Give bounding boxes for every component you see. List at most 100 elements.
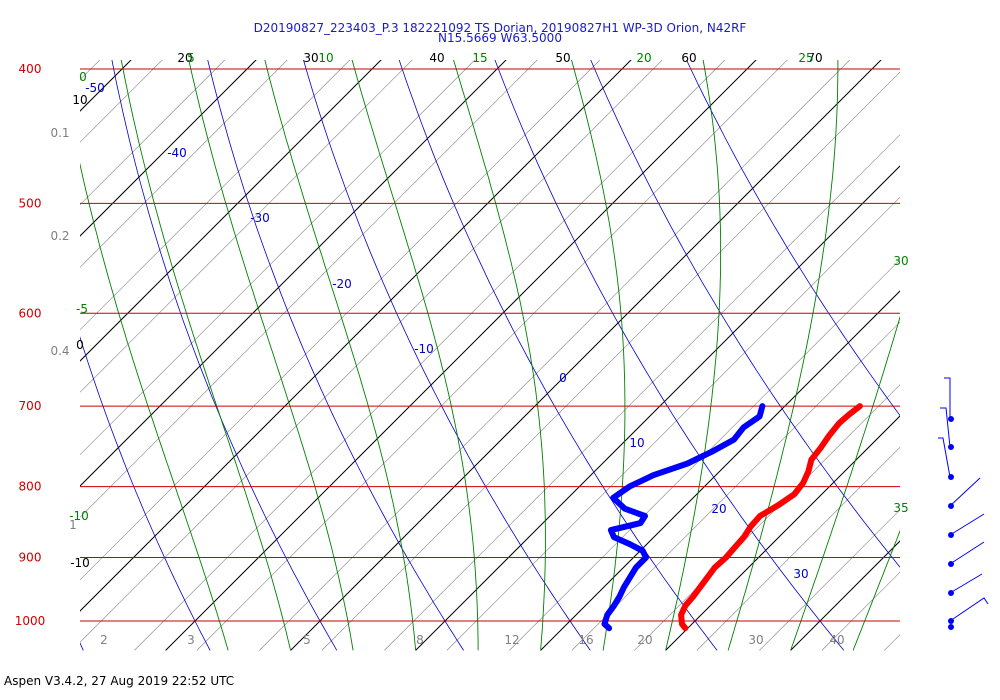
- pressure-tick-label: 400: [19, 62, 42, 76]
- moist-adiabat-label: 35: [893, 501, 908, 515]
- dry-adiabat-label: 0: [559, 371, 567, 385]
- moist-adiabat: [453, 60, 546, 651]
- moist-adiabat-label: 25: [798, 51, 813, 65]
- wind-barb: [938, 437, 951, 478]
- dry-adiabat-label: -10: [414, 342, 434, 356]
- isotherm: [790, 540, 900, 651]
- wind-barb-dot: [948, 561, 954, 567]
- wind-barb: [944, 377, 951, 419]
- temperature-tick-label: 0: [76, 338, 84, 352]
- moist-adiabat-label: 30: [893, 254, 908, 268]
- moist-adiabat: [80, 162, 229, 651]
- temperature-tick-label: -10: [70, 556, 90, 570]
- mixing-ratio-label: 1: [69, 518, 77, 532]
- wind-barb-dot: [948, 618, 954, 624]
- moist-adiabat-label: 15: [472, 51, 487, 65]
- mixing-ratio-line: [821, 571, 900, 651]
- pressure-tick-label: 500: [19, 196, 42, 210]
- isotherm: [80, 60, 257, 237]
- mixing-ratio-line: [80, 60, 601, 581]
- wind-barb: [949, 477, 981, 507]
- pressure-tick-label: 1000: [15, 614, 46, 628]
- isotherm: [540, 290, 900, 651]
- pressure-tick-label: 800: [19, 480, 42, 494]
- dry-adiabat: [207, 60, 464, 651]
- mixing-ratio-line: [80, 60, 226, 206]
- mixing-ratio-label: 12: [504, 633, 519, 647]
- pressure-tick-label: 900: [19, 551, 42, 565]
- mixing-ratio-label: 20: [637, 633, 652, 647]
- mixing-ratio-line: [80, 60, 663, 643]
- wind-barb: [949, 513, 985, 536]
- temperature-tick-label: 60: [681, 51, 696, 65]
- wind-barb: [949, 597, 989, 622]
- moist-adiabat: [852, 529, 900, 651]
- moist-adiabat: [351, 60, 479, 651]
- isotherm: [80, 60, 382, 362]
- moist-adiabat-label: -5: [76, 302, 88, 316]
- dry-adiabat: [398, 60, 718, 651]
- mixing-ratio-label: 0.4: [50, 344, 69, 358]
- dry-adiabat: [494, 60, 845, 651]
- wind-barb-dot: [948, 444, 954, 450]
- mixing-ratio-label: 2: [100, 633, 108, 647]
- temperature-tick-label: 20: [177, 51, 192, 65]
- isotherm: [165, 60, 757, 651]
- moist-adiabat: [264, 60, 417, 651]
- mixing-ratio-line: [80, 60, 288, 268]
- mixing-ratio-label: 30: [748, 633, 763, 647]
- wind-barb-dot: [948, 624, 954, 630]
- moist-adiabat: [188, 60, 354, 651]
- mixing-ratio-label: 5: [303, 633, 311, 647]
- moist-adiabat: [916, 30, 1000, 650]
- wind-barb: [940, 407, 951, 448]
- mixing-ratio-label: 8: [416, 633, 424, 647]
- mixing-ratio-line: [134, 60, 726, 651]
- wind-barb-dot: [948, 532, 954, 538]
- mixing-ratio-line: [884, 634, 900, 651]
- wind-barb-dot: [948, 416, 954, 422]
- wind-barb: [949, 541, 985, 565]
- mixing-ratio-label: 0.2: [50, 229, 69, 243]
- mixing-ratio-line: [259, 60, 851, 651]
- mixing-ratio-line: [571, 321, 900, 651]
- dry-adiabat: [686, 60, 900, 417]
- dry-adiabat-label: 10: [629, 436, 644, 450]
- dry-adiabat: [590, 60, 900, 568]
- dry-adiabat-label: -50: [85, 81, 105, 95]
- wind-barb-dot: [948, 503, 954, 509]
- mixing-ratio-label: 40: [829, 633, 844, 647]
- isotherm: [80, 60, 632, 612]
- moist-adiabat: [571, 60, 626, 651]
- moist-adiabat-label: 10: [318, 51, 333, 65]
- dry-adiabat-label: -30: [250, 211, 270, 225]
- moist-adiabat: [790, 315, 900, 651]
- isotherm: [80, 60, 507, 487]
- chart-title-line2: N15.5669 W63.5000: [438, 31, 562, 45]
- dry-adiabat: [80, 336, 211, 651]
- moist-adiabat: [120, 60, 292, 651]
- mixing-ratio-line: [696, 446, 900, 651]
- mixing-ratio-line: [384, 134, 900, 651]
- moist-adiabat: [727, 60, 839, 651]
- footer-version: Aspen V3.4.2, 27 Aug 2019 22:52 UTC: [4, 674, 235, 688]
- wind-barb: [949, 573, 983, 594]
- temperature-tick-label: 40: [429, 51, 444, 65]
- pressure-tick-label: 600: [19, 306, 42, 320]
- moist-adiabat: [665, 60, 722, 651]
- moist-adiabat-label: 20: [636, 51, 651, 65]
- mixing-ratio-line: [446, 196, 900, 651]
- mixing-ratio-label: 16: [578, 633, 593, 647]
- mixing-ratio-line: [80, 60, 538, 518]
- isotherm: [415, 165, 900, 651]
- moist-adiabat-label: 5: [187, 51, 195, 65]
- mixing-ratio-line: [80, 60, 476, 456]
- mixing-ratio-line: [196, 60, 788, 651]
- pressure-tick-label: 700: [19, 399, 42, 413]
- dry-adiabat: [303, 60, 591, 651]
- dry-adiabat-label: 30: [793, 567, 808, 581]
- dry-adiabat-label: -40: [167, 146, 187, 160]
- moist-adiabat-label: 0: [79, 70, 87, 84]
- wind-barb-dot: [948, 474, 954, 480]
- moist-adiabat-label: -10: [69, 509, 89, 523]
